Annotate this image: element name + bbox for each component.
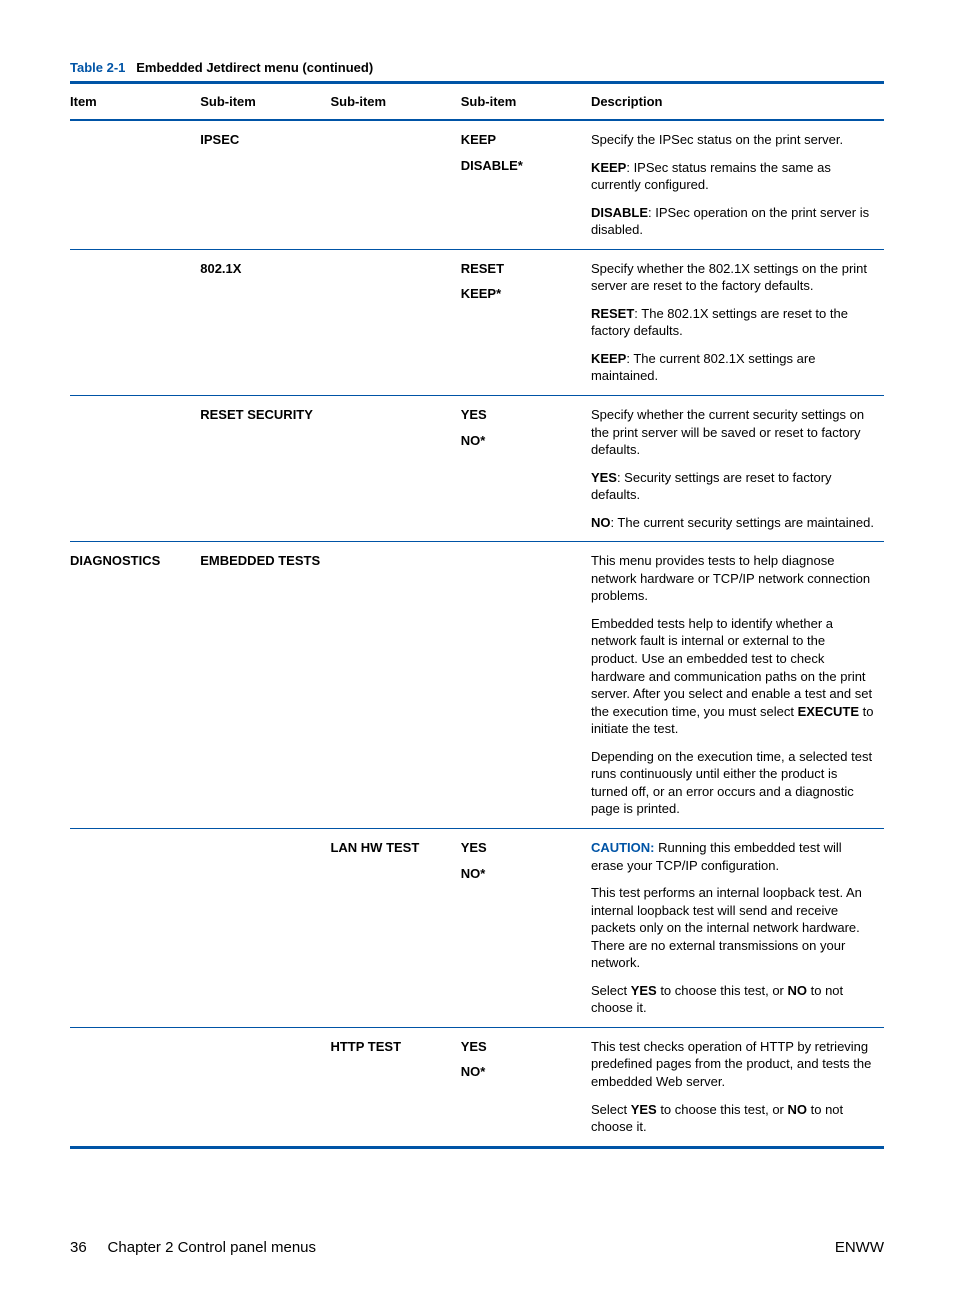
col-description: Description — [591, 83, 884, 121]
page-footer: 36 Chapter 2 Control panel menus ENWW — [70, 1239, 884, 1256]
cell-item — [70, 249, 200, 395]
cell-description: CAUTION: Running this embedded test will… — [591, 828, 884, 1027]
description-paragraph: Select YES to choose this test, or NO to… — [591, 982, 874, 1017]
table-row: LAN HW TESTYES NO* CAUTION: Running this e… — [70, 828, 884, 1027]
description-paragraph: Embedded tests help to identify whether … — [591, 615, 874, 738]
cell-subitem-2: LAN HW TEST — [330, 828, 460, 1027]
description-paragraph: KEEP: IPSec status remains the same as c… — [591, 159, 874, 194]
option-value: KEEP* — [461, 285, 581, 303]
cell-item — [70, 396, 200, 542]
cell-options: RESET KEEP* — [461, 249, 591, 395]
cell-options: YES NO* — [461, 828, 591, 1027]
description-paragraph: This test performs an internal loopback … — [591, 884, 874, 972]
table-row: IPSEC KEEP DISABLE* Specify the IPSec statu… — [70, 120, 884, 249]
cell-subitem-1: EMBEDDED TESTS — [200, 542, 330, 829]
table-row: 802.1X RESET KEEP* Specify whether the 802.… — [70, 249, 884, 395]
description-paragraph: Specify whether the 802.1X settings on t… — [591, 260, 874, 295]
cell-description: This menu provides tests to help diagnos… — [591, 542, 884, 829]
cell-options: YES NO* — [461, 396, 591, 542]
option-value: KEEP — [461, 131, 581, 149]
description-paragraph: CAUTION: Running this embedded test will… — [591, 839, 874, 874]
col-subitem-2: Sub-item — [330, 83, 460, 121]
cell-options: YES NO* — [461, 1027, 591, 1145]
description-paragraph: This menu provides tests to help diagnos… — [591, 552, 874, 605]
cell-description: Specify the IPSec status on the print se… — [591, 120, 884, 249]
col-subitem-1: Sub-item — [200, 83, 330, 121]
option-value: YES — [461, 839, 581, 857]
cell-description: Specify whether the current security set… — [591, 396, 884, 542]
cell-subitem-1: IPSEC — [200, 120, 330, 249]
cell-subitem-1 — [200, 828, 330, 1027]
description-paragraph: YES: Security settings are reset to fact… — [591, 469, 874, 504]
description-paragraph: Specify the IPSec status on the print se… — [591, 131, 874, 149]
cell-options: KEEP DISABLE* — [461, 120, 591, 249]
option-value: NO* — [461, 432, 581, 450]
cell-item — [70, 828, 200, 1027]
cell-subitem-2 — [330, 120, 460, 249]
description-paragraph: RESET: The 802.1X settings are reset to … — [591, 305, 874, 340]
menu-table: Item Sub-item Sub-item Sub-item Descript… — [70, 81, 884, 1149]
option-value: DISABLE* — [461, 157, 581, 175]
table-row: DIAGNOSTICSEMBEDDED TESTS This menu provi… — [70, 542, 884, 829]
footer-right: ENWW — [835, 1239, 884, 1256]
option-value: YES — [461, 406, 581, 424]
header-row: Item Sub-item Sub-item Sub-item Descript… — [70, 83, 884, 121]
cell-subitem-1: 802.1X — [200, 249, 330, 395]
option-value: NO* — [461, 865, 581, 883]
description-paragraph: KEEP: The current 802.1X settings are ma… — [591, 350, 874, 385]
cell-subitem-1: RESET SECURITY — [200, 396, 330, 542]
table-number: Table 2-1 — [70, 60, 125, 75]
cell-subitem-2: HTTP TEST — [330, 1027, 460, 1145]
cell-description: This test checks operation of HTTP by re… — [591, 1027, 884, 1145]
option-value: NO* — [461, 1063, 581, 1081]
description-paragraph: Select YES to choose this test, or NO to… — [591, 1101, 874, 1136]
description-paragraph: Specify whether the current security set… — [591, 406, 874, 459]
cell-subitem-2 — [330, 396, 460, 542]
table-caption: Table 2-1 Embedded Jetdirect menu (conti… — [70, 60, 884, 75]
cell-description: Specify whether the 802.1X settings on t… — [591, 249, 884, 395]
cell-options — [461, 542, 591, 829]
option-value: YES — [461, 1038, 581, 1056]
description-paragraph: This test checks operation of HTTP by re… — [591, 1038, 874, 1091]
cell-subitem-1 — [200, 1027, 330, 1145]
option-value: RESET — [461, 260, 581, 278]
table-row: RESET SECURITY YES NO* Specify whether the … — [70, 396, 884, 542]
cell-item — [70, 1027, 200, 1145]
description-paragraph: NO: The current security settings are ma… — [591, 514, 874, 532]
cell-item — [70, 120, 200, 249]
cell-item: DIAGNOSTICS — [70, 542, 200, 829]
cell-subitem-2 — [330, 542, 460, 829]
table-row: HTTP TESTYES NO* This test checks operatio… — [70, 1027, 884, 1145]
description-paragraph: Depending on the execution time, a selec… — [591, 748, 874, 818]
footer-left: 36 Chapter 2 Control panel menus — [70, 1239, 316, 1256]
col-subitem-3: Sub-item — [461, 83, 591, 121]
page-number: 36 — [70, 1239, 87, 1256]
cell-subitem-2 — [330, 249, 460, 395]
table-name: Embedded Jetdirect menu (continued) — [136, 60, 373, 75]
chapter-title: Chapter 2 Control panel menus — [108, 1239, 316, 1256]
col-item: Item — [70, 83, 200, 121]
description-paragraph: DISABLE: IPSec operation on the print se… — [591, 204, 874, 239]
